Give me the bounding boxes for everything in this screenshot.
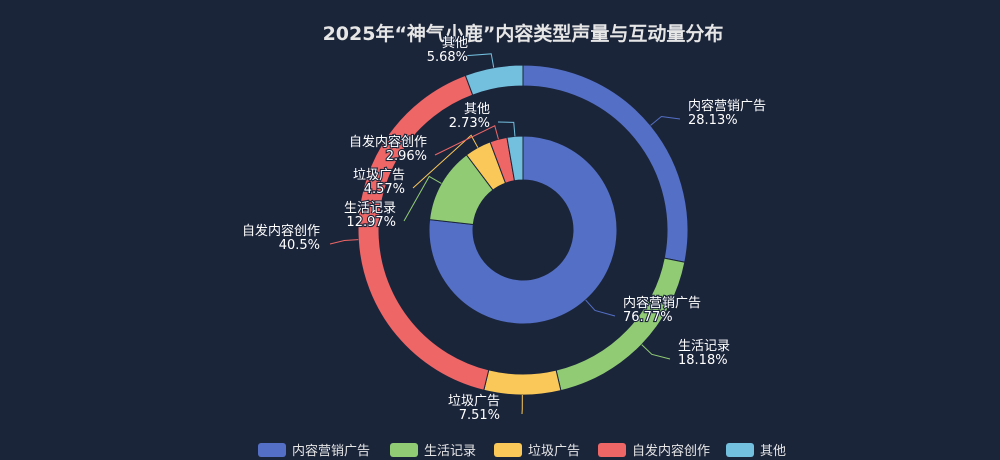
- inner-label-name-0: 内容营销广告: [623, 295, 701, 311]
- inner-slice-4[interactable]: [506, 135, 524, 182]
- outer-ring: [357, 64, 689, 396]
- inner-label-line-1: [403, 175, 442, 222]
- inner-label-value-4: 2.73%: [449, 116, 490, 131]
- inner-label-line-2: [412, 134, 479, 189]
- legend-label-4[interactable]: 其他: [760, 444, 786, 459]
- legend-swatch-1[interactable]: [390, 443, 418, 457]
- outer-label-line-1: [641, 344, 671, 360]
- inner-label-line-0: [585, 299, 616, 317]
- inner-label-value-0: 76.77%: [623, 310, 673, 325]
- inner-label-line-3: [434, 125, 499, 156]
- legend-label-1[interactable]: 生活记录: [424, 444, 476, 459]
- inner-label-name-4: 其他: [464, 102, 490, 117]
- legend-swatch-3[interactable]: [598, 443, 626, 457]
- outer-label-value-0: 28.13%: [688, 113, 738, 128]
- legend-label-3[interactable]: 自发内容创作: [632, 443, 710, 459]
- inner-label-value-3: 2.96%: [386, 149, 427, 164]
- chart-title: 2025年“神气小鹿”内容类型声量与互动量分布: [323, 22, 724, 45]
- legend-swatch-2[interactable]: [494, 443, 522, 457]
- legend-swatch-4[interactable]: [726, 443, 754, 457]
- inner-label-name-3: 自发内容创作: [349, 134, 427, 150]
- legend-swatch-0[interactable]: [258, 443, 286, 457]
- inner-ring: [428, 135, 618, 325]
- outer-label-value-3: 40.5%: [279, 238, 320, 253]
- outer-label-value-2: 7.51%: [459, 408, 500, 423]
- outer-label-line-3: [329, 239, 359, 245]
- legend-label-2[interactable]: 垃圾广告: [528, 444, 580, 459]
- outer-label-line-4: [461, 53, 495, 68]
- outer-label-name-0: 内容营销广告: [688, 98, 766, 114]
- legend-label-0[interactable]: 内容营销广告: [292, 443, 370, 459]
- outer-label-line-0: [650, 115, 681, 126]
- outer-label-value-4: 5.68%: [427, 50, 468, 65]
- outer-slice-2[interactable]: [483, 369, 562, 396]
- outer-label-name-2: 垃圾广告: [448, 394, 500, 409]
- outer-label-name-3: 自发内容创作: [242, 223, 320, 239]
- slice-labels: 内容营销广告28.13%生活记录18.18%垃圾广告7.51%自发内容创作40.…: [241, 35, 767, 424]
- label-lines: [329, 53, 681, 415]
- outer-slice-4[interactable]: [464, 64, 524, 96]
- outer-label-name-4: 其他: [442, 36, 468, 51]
- inner-label-line-4: [497, 121, 516, 137]
- inner-label-value-2: 4.57%: [364, 182, 405, 197]
- outer-label-name-1: 生活记录: [678, 339, 730, 354]
- inner-slice-0[interactable]: [428, 135, 618, 325]
- legend: 内容营销广告 生活记录 垃圾广告 自发内容创作 其他: [258, 443, 786, 459]
- inner-label-value-1: 12.97%: [346, 215, 396, 230]
- outer-label-value-1: 18.18%: [678, 353, 728, 368]
- inner-label-name-2: 垃圾广告: [353, 168, 405, 183]
- inner-label-name-1: 生活记录: [344, 201, 396, 216]
